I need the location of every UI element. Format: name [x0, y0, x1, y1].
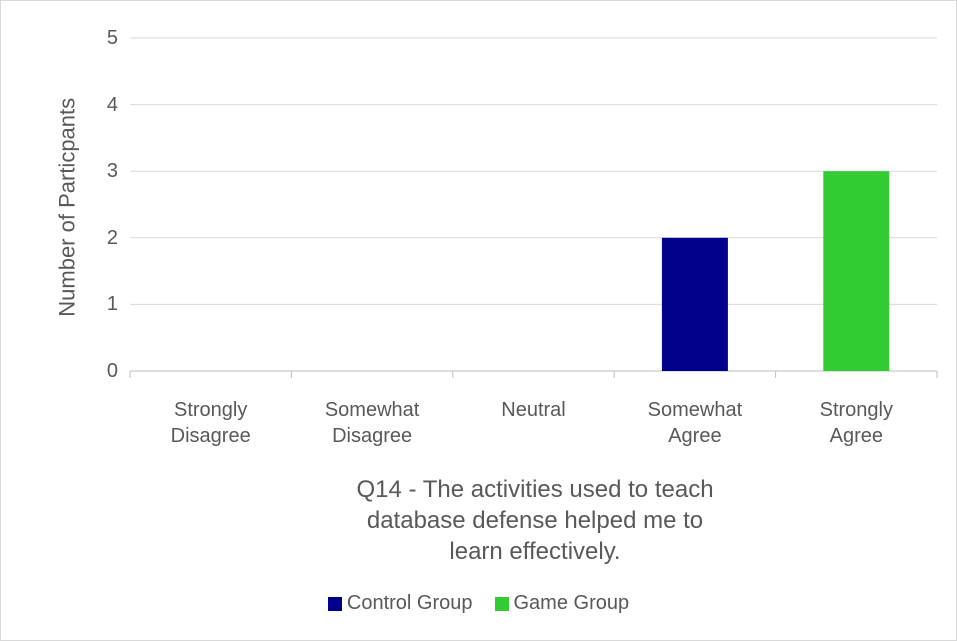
y-tick-label: 2	[106, 226, 118, 249]
legend-item: Game Group	[494, 592, 630, 615]
legend-swatch	[494, 596, 509, 611]
x-tick-label: Strongly Agree	[819, 399, 893, 447]
y-tick-label: 1	[106, 293, 118, 316]
x-tick-label: Somewhat Agree	[647, 399, 743, 447]
x-tick-label: Strongly Disagree	[170, 399, 251, 447]
x-tick-label: Somewhat Disagree	[324, 399, 420, 447]
x-tick-label: Neutral	[501, 399, 566, 421]
y-tick-label: 4	[106, 93, 118, 116]
y-tick-label: 3	[106, 160, 118, 183]
x-axis-title: Q14 - The activities used to teach datab…	[356, 476, 714, 566]
bar	[823, 171, 890, 371]
legend-swatch	[327, 596, 342, 611]
legend-item: Control Group	[327, 592, 473, 615]
y-tick-label: 0	[106, 360, 118, 382]
bar	[661, 237, 728, 371]
legend-label: Control Group	[346, 592, 473, 614]
y-tick-label: 5	[106, 27, 118, 49]
legend-label: Game Group	[513, 592, 630, 614]
legend: Control Group Game Group	[0, 592, 957, 615]
